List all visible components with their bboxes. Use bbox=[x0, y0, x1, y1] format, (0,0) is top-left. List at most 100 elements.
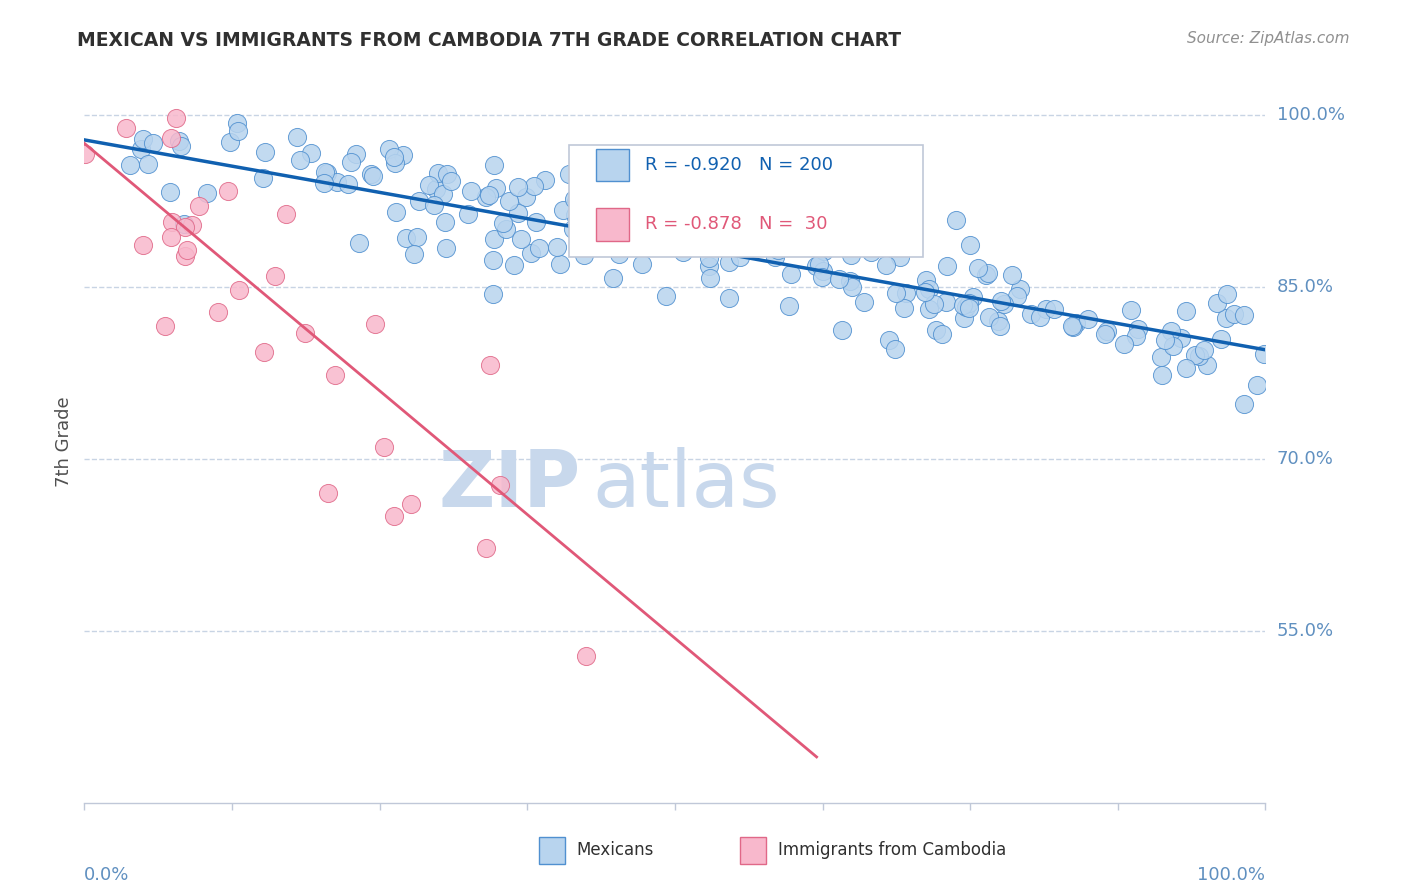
Point bbox=[360, 167, 382, 181]
Point bbox=[600, 219, 623, 234]
Point bbox=[832, 234, 855, 248]
Point bbox=[440, 174, 463, 188]
Text: 70.0%: 70.0% bbox=[1277, 450, 1333, 467]
Point bbox=[945, 213, 967, 227]
Point bbox=[1019, 307, 1042, 321]
Point bbox=[631, 257, 654, 271]
Point bbox=[132, 238, 155, 252]
Point bbox=[228, 283, 250, 297]
Point bbox=[170, 138, 193, 153]
Point bbox=[392, 147, 415, 161]
Point bbox=[75, 147, 97, 161]
Point bbox=[853, 295, 876, 310]
Point bbox=[925, 323, 948, 337]
Point bbox=[605, 224, 627, 238]
Point bbox=[668, 220, 690, 235]
Point bbox=[432, 187, 454, 202]
Point bbox=[832, 219, 855, 233]
Text: 0.0%: 0.0% bbox=[84, 866, 129, 884]
Point bbox=[1126, 322, 1149, 336]
Point bbox=[181, 218, 204, 232]
Point bbox=[422, 198, 444, 212]
Point bbox=[534, 172, 557, 186]
Point bbox=[914, 273, 936, 287]
Point bbox=[657, 198, 679, 212]
Point bbox=[1077, 312, 1099, 326]
Point bbox=[314, 176, 336, 190]
Text: 100.0%: 100.0% bbox=[1198, 866, 1265, 884]
Point bbox=[1042, 301, 1064, 316]
Point bbox=[508, 206, 530, 220]
Point bbox=[955, 300, 977, 314]
Point bbox=[993, 297, 1015, 311]
Point bbox=[285, 129, 308, 144]
Point bbox=[479, 359, 502, 373]
Point bbox=[253, 145, 276, 159]
Point bbox=[401, 497, 423, 511]
Point bbox=[318, 486, 340, 500]
Point bbox=[628, 194, 651, 208]
Point bbox=[811, 269, 834, 284]
Point bbox=[481, 253, 503, 268]
Point bbox=[382, 150, 405, 164]
Point bbox=[602, 177, 624, 191]
Point bbox=[510, 232, 533, 246]
Point bbox=[474, 190, 496, 204]
Point bbox=[1035, 301, 1057, 316]
Point bbox=[1060, 319, 1083, 334]
Point bbox=[801, 209, 824, 223]
Point bbox=[720, 235, 742, 250]
Point bbox=[564, 194, 586, 209]
Point bbox=[159, 186, 181, 200]
Point bbox=[475, 541, 498, 555]
Point bbox=[813, 244, 835, 259]
Point bbox=[1161, 339, 1184, 353]
Point bbox=[1184, 348, 1206, 362]
Point bbox=[828, 271, 851, 285]
Point bbox=[831, 323, 853, 337]
Point bbox=[572, 248, 595, 262]
Point bbox=[118, 158, 141, 172]
Point bbox=[427, 166, 450, 180]
Point bbox=[299, 146, 322, 161]
Point bbox=[1216, 287, 1239, 301]
Point bbox=[1233, 308, 1256, 322]
Point bbox=[225, 116, 247, 130]
Point bbox=[1001, 268, 1024, 282]
Point bbox=[914, 285, 936, 299]
Text: Mexicans: Mexicans bbox=[576, 841, 654, 860]
Point bbox=[718, 254, 741, 268]
Point bbox=[551, 203, 574, 218]
Point bbox=[644, 233, 666, 247]
Point bbox=[482, 232, 505, 246]
Point bbox=[967, 261, 990, 276]
Point bbox=[884, 342, 907, 356]
Point bbox=[546, 240, 568, 254]
Point bbox=[917, 282, 939, 296]
Point bbox=[1154, 333, 1177, 347]
Point bbox=[1114, 336, 1136, 351]
Point bbox=[495, 222, 517, 236]
Point bbox=[433, 215, 456, 229]
Bar bbox=[596, 208, 628, 241]
Point bbox=[931, 326, 953, 341]
Point bbox=[226, 124, 249, 138]
Point bbox=[976, 266, 998, 280]
Point bbox=[129, 142, 152, 156]
Point bbox=[1121, 303, 1143, 318]
Point bbox=[294, 326, 316, 340]
Text: 55.0%: 55.0% bbox=[1277, 622, 1334, 640]
Point bbox=[274, 206, 297, 220]
Bar bbox=[596, 149, 628, 181]
Point bbox=[457, 207, 479, 221]
Point bbox=[811, 264, 834, 278]
Point bbox=[155, 318, 177, 333]
Point bbox=[132, 132, 155, 146]
Point bbox=[1253, 347, 1275, 361]
Point bbox=[1211, 332, 1233, 346]
Point bbox=[860, 244, 883, 259]
Point bbox=[264, 268, 287, 283]
Point bbox=[804, 259, 827, 273]
Point bbox=[974, 268, 997, 282]
Point bbox=[564, 192, 586, 206]
